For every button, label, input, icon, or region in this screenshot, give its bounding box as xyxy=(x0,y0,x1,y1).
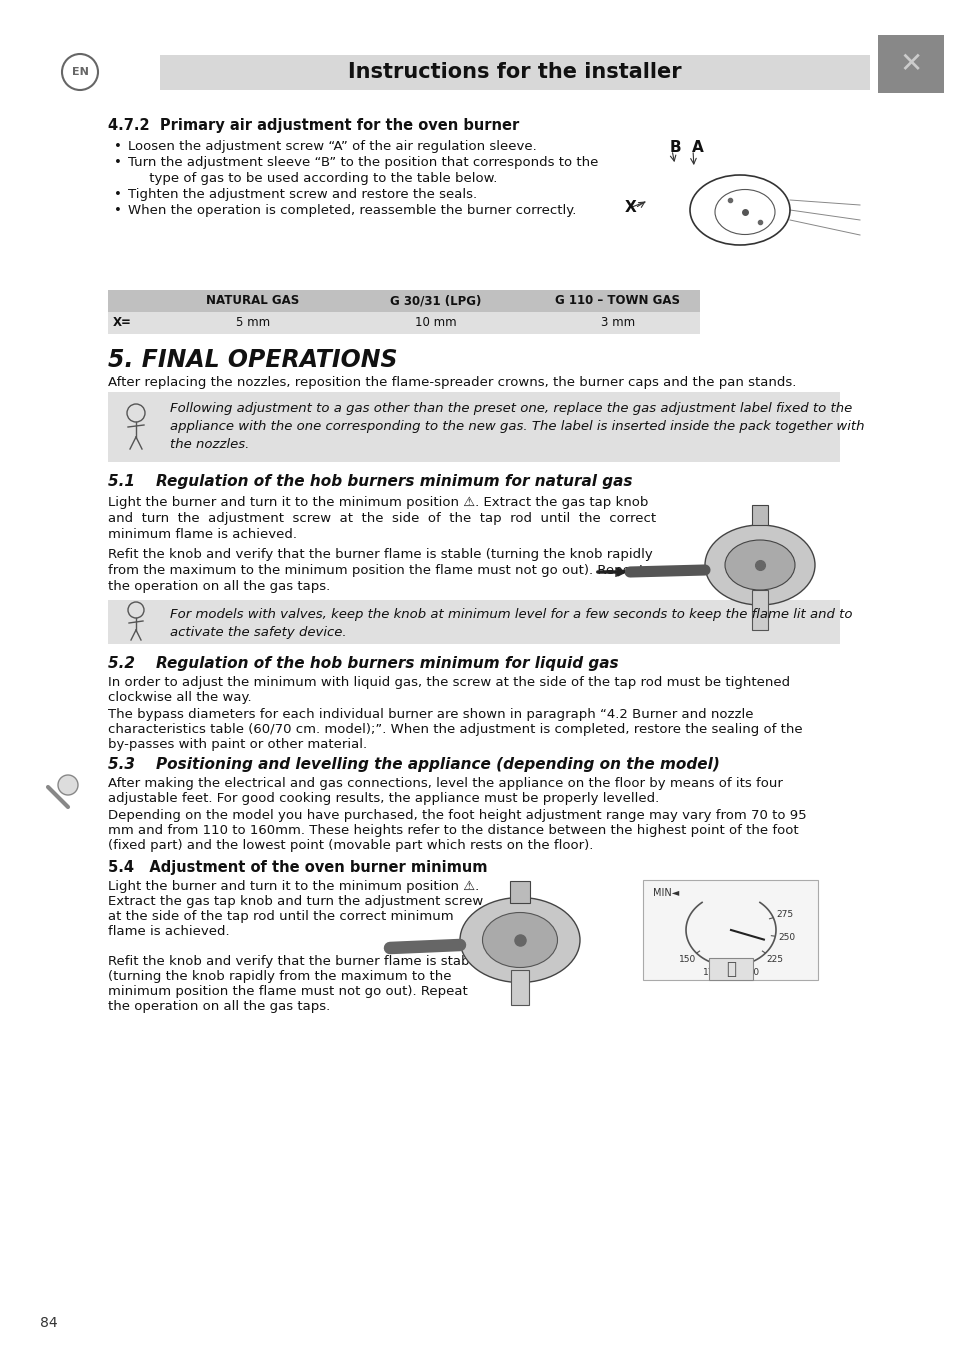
Text: •: • xyxy=(113,204,122,217)
Text: •: • xyxy=(113,157,122,169)
Text: 275: 275 xyxy=(775,910,792,919)
Text: For models with valves, keep the knob at minimum level for a few seconds to keep: For models with valves, keep the knob at… xyxy=(170,608,852,621)
Ellipse shape xyxy=(704,525,814,605)
Text: the operation on all the gas taps.: the operation on all the gas taps. xyxy=(108,580,330,593)
Text: X=: X= xyxy=(112,316,132,329)
Ellipse shape xyxy=(724,540,794,590)
Text: activate the safety device.: activate the safety device. xyxy=(170,626,346,639)
Bar xyxy=(642,880,817,980)
Text: Light the burner and turn it to the minimum position ⚠. Extract the gas tap knob: Light the burner and turn it to the mini… xyxy=(108,495,648,509)
Text: minimum flame is achieved.: minimum flame is achieved. xyxy=(108,528,296,541)
Text: at the side of the tap rod until the correct minimum: at the side of the tap rod until the cor… xyxy=(108,910,453,923)
Bar xyxy=(751,590,767,630)
Text: (fixed part) and the lowest point (movable part which rests on the floor).: (fixed part) and the lowest point (movab… xyxy=(108,838,593,852)
Text: from the maximum to the minimum position the flame must not go out). Repeat: from the maximum to the minimum position… xyxy=(108,564,643,576)
Text: 🌡: 🌡 xyxy=(725,960,735,977)
Text: The bypass diameters for each individual burner are shown in paragraph “4.2 Burn: The bypass diameters for each individual… xyxy=(108,707,753,721)
Text: A: A xyxy=(691,140,703,155)
Text: Refit the knob and verify that the burner flame is stable: Refit the knob and verify that the burne… xyxy=(108,954,481,968)
Bar xyxy=(108,599,840,644)
Text: 200: 200 xyxy=(741,968,759,977)
Text: 5.3    Positioning and levelling the appliance (depending on the model): 5.3 Positioning and levelling the applia… xyxy=(108,757,720,772)
Text: adjustable feet. For good cooking results, the appliance must be properly levell: adjustable feet. For good cooking result… xyxy=(108,792,659,805)
Text: 5 mm: 5 mm xyxy=(235,316,270,329)
Bar xyxy=(751,505,767,525)
Text: the operation on all the gas taps.: the operation on all the gas taps. xyxy=(108,1000,330,1012)
Ellipse shape xyxy=(459,898,579,983)
Text: When the operation is completed, reassemble the burner correctly.: When the operation is completed, reassem… xyxy=(128,204,576,217)
Text: flame is achieved.: flame is achieved. xyxy=(108,925,230,938)
Text: •: • xyxy=(113,188,122,201)
Text: minimum position the flame must not go out). Repeat: minimum position the flame must not go o… xyxy=(108,986,467,998)
Text: Depending on the model you have purchased, the foot height adjustment range may : Depending on the model you have purchase… xyxy=(108,809,806,822)
Text: In order to adjust the minimum with liquid gas, the screw at the side of the tap: In order to adjust the minimum with liqu… xyxy=(108,676,789,688)
Text: Turn the adjustment sleeve “B” to the position that corresponds to the: Turn the adjustment sleeve “B” to the po… xyxy=(128,157,598,169)
Text: ✕: ✕ xyxy=(899,50,922,78)
Ellipse shape xyxy=(482,913,557,968)
Bar xyxy=(108,290,700,312)
Text: NATURAL GAS: NATURAL GAS xyxy=(206,294,299,308)
Text: (turning the knob rapidly from the maximum to the: (turning the knob rapidly from the maxim… xyxy=(108,971,451,983)
Text: by-passes with paint or other material.: by-passes with paint or other material. xyxy=(108,738,367,751)
Text: Extract the gas tap knob and turn the adjustment screw: Extract the gas tap knob and turn the ad… xyxy=(108,895,483,909)
Text: Loosen the adjustment screw “A” of the air regulation sleeve.: Loosen the adjustment screw “A” of the a… xyxy=(128,140,537,153)
Text: 84: 84 xyxy=(40,1316,57,1330)
Text: clockwise all the way.: clockwise all the way. xyxy=(108,691,252,703)
Bar xyxy=(511,971,529,1004)
Text: type of gas to be used according to the table below.: type of gas to be used according to the … xyxy=(128,171,497,185)
Text: Instructions for the installer: Instructions for the installer xyxy=(348,62,681,82)
Text: 4.7.2  Primary air adjustment for the oven burner: 4.7.2 Primary air adjustment for the ove… xyxy=(108,117,518,134)
Text: 5.4   Adjustment of the oven burner minimum: 5.4 Adjustment of the oven burner minimu… xyxy=(108,860,487,875)
Text: G 110 – TOWN GAS: G 110 – TOWN GAS xyxy=(555,294,679,308)
Bar xyxy=(108,392,840,462)
Text: Following adjustment to a gas other than the preset one, replace the gas adjustm: Following adjustment to a gas other than… xyxy=(170,402,851,414)
Text: and  turn  the  adjustment  screw  at  the  side  of  the  tap  rod  until  the : and turn the adjustment screw at the sid… xyxy=(108,512,656,525)
Text: After making the electrical and gas connections, level the appliance on the floo: After making the electrical and gas conn… xyxy=(108,778,782,790)
Text: Light the burner and turn it to the minimum position ⚠.: Light the burner and turn it to the mini… xyxy=(108,880,478,892)
Text: appliance with the one corresponding to the new gas. The label is inserted insid: appliance with the one corresponding to … xyxy=(170,420,863,433)
Text: 150: 150 xyxy=(678,954,696,964)
Bar xyxy=(160,55,869,90)
Text: •: • xyxy=(113,140,122,153)
Text: 250: 250 xyxy=(778,933,795,942)
Text: 10 mm: 10 mm xyxy=(415,316,456,329)
Bar xyxy=(877,35,943,93)
Text: EN: EN xyxy=(71,68,89,77)
Text: Refit the knob and verify that the burner flame is stable (turning the knob rapi: Refit the knob and verify that the burne… xyxy=(108,548,652,562)
Text: MIN◄: MIN◄ xyxy=(652,888,679,898)
Bar xyxy=(108,312,700,333)
Text: 3 mm: 3 mm xyxy=(600,316,635,329)
Text: the nozzles.: the nozzles. xyxy=(170,437,249,451)
Text: B: B xyxy=(669,140,680,155)
Text: 175: 175 xyxy=(702,968,720,977)
Text: Tighten the adjustment screw and restore the seals.: Tighten the adjustment screw and restore… xyxy=(128,188,476,201)
Bar xyxy=(708,958,752,980)
Text: 225: 225 xyxy=(765,954,782,964)
Text: After replacing the nozzles, reposition the flame-spreader crowns, the burner ca: After replacing the nozzles, reposition … xyxy=(108,377,796,389)
Circle shape xyxy=(58,775,78,795)
Text: characteristics table (60/70 cm. model);”. When the adjustment is completed, res: characteristics table (60/70 cm. model);… xyxy=(108,724,801,736)
Text: 5.1    Regulation of the hob burners minimum for natural gas: 5.1 Regulation of the hob burners minimu… xyxy=(108,474,632,489)
Text: G 30/31 (LPG): G 30/31 (LPG) xyxy=(390,294,480,308)
Text: 5.2    Regulation of the hob burners minimum for liquid gas: 5.2 Regulation of the hob burners minimu… xyxy=(108,656,618,671)
Bar xyxy=(510,882,530,903)
Text: 5. FINAL OPERATIONS: 5. FINAL OPERATIONS xyxy=(108,348,397,373)
Text: X: X xyxy=(624,200,636,215)
Text: mm and from 110 to 160mm. These heights refer to the distance between the highes: mm and from 110 to 160mm. These heights … xyxy=(108,824,798,837)
